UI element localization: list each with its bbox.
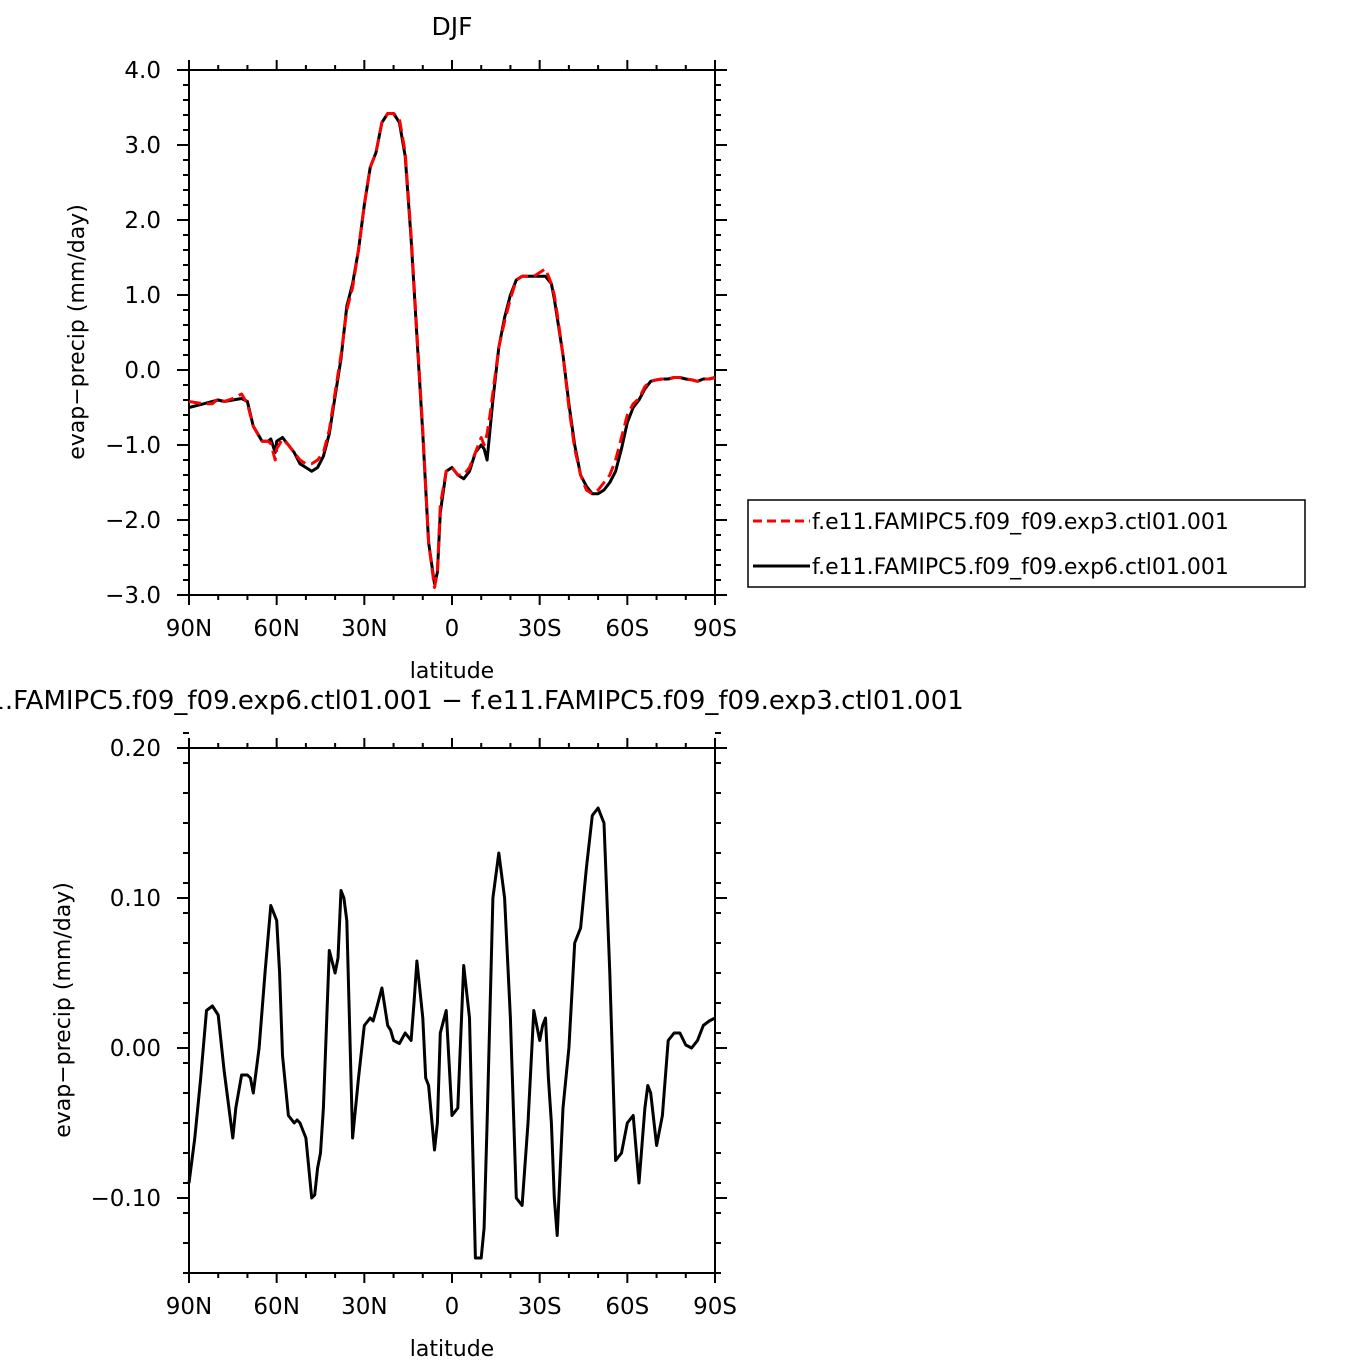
y-tick-label: 3.0 bbox=[124, 133, 161, 159]
x-tick-label: 0 bbox=[445, 1294, 460, 1320]
x-tick-label: 30N bbox=[341, 1294, 387, 1320]
bottom-ticks bbox=[177, 732, 727, 1283]
bottom-chart-title: f.e11.FAMIPC5.f09_f09.exp6.ctl01.001 − f… bbox=[0, 686, 964, 716]
y-tick-label: −3.0 bbox=[105, 583, 161, 609]
panel-bottom: f.e11.FAMIPC5.f09_f09.exp6.ctl01.001 − f… bbox=[0, 686, 964, 1362]
legend-box bbox=[747, 499, 1306, 588]
bottom-y-axis-label: evap−precip (mm/day) bbox=[51, 882, 76, 1138]
x-tick-label: 60N bbox=[253, 616, 299, 642]
y-tick-label: 2.0 bbox=[124, 208, 161, 234]
y-tick-label: 0.0 bbox=[124, 358, 161, 384]
x-tick-label: 60N bbox=[253, 1294, 299, 1320]
series-line-top-0 bbox=[188, 112, 716, 586]
x-tick-label: 90S bbox=[693, 616, 737, 642]
y-tick-label: 1.0 bbox=[124, 283, 161, 309]
x-tick-label: 60S bbox=[605, 616, 649, 642]
x-tick-label: 60S bbox=[605, 1294, 649, 1320]
bottom-plot-area: 90N 60N 30N 0 30S 60S 90S −0.10 0.00 0.10 0.20 bbox=[91, 732, 737, 1320]
top-tick-labels: 90N 60N 30N 0 30S 60S 90S −3.0 −2.0 −1.0 0.0 1.0 2.0… bbox=[105, 58, 737, 642]
bottom-x-axis-label: latitude bbox=[410, 1337, 494, 1362]
x-tick-label: 90N bbox=[166, 1294, 212, 1320]
top-ticks bbox=[177, 60, 727, 605]
x-tick-label: 30S bbox=[518, 616, 562, 642]
y-tick-label: 0.20 bbox=[110, 736, 161, 762]
y-tick-label: −1.0 bbox=[105, 433, 161, 459]
x-tick-label: 30N bbox=[341, 616, 387, 642]
series-line-top-1 bbox=[188, 112, 716, 589]
top-chart-title: DJF bbox=[431, 12, 472, 41]
x-tick-label: 0 bbox=[445, 616, 460, 642]
y-tick-label: 0.00 bbox=[110, 1036, 161, 1062]
y-tick-label: 0.10 bbox=[110, 886, 161, 912]
x-tick-label: 90N bbox=[166, 616, 212, 642]
y-tick-label: −2.0 bbox=[105, 508, 161, 534]
legend-label-exp3: f.e11.FAMIPC5.f09_f09.exp3.ctl01.001 bbox=[812, 510, 1229, 535]
panel-top: DJF 90N 60N 30N 0 30S 60S 90S −3.0 −2.0 −1.0 0.0 1.… bbox=[65, 12, 737, 684]
y-tick-label: 4.0 bbox=[124, 58, 161, 84]
top-plot-frame bbox=[188, 69, 716, 596]
top-y-axis-label: evap−precip (mm/day) bbox=[65, 204, 90, 460]
x-tick-label: 30S bbox=[518, 1294, 562, 1320]
top-x-axis-label: latitude bbox=[410, 659, 494, 684]
top-plot-area: 90N 60N 30N 0 30S 60S 90S −3.0 −2.0 −1.0 0.0 1.0 2.0… bbox=[105, 58, 737, 642]
bottom-plot-frame bbox=[188, 747, 716, 1274]
x-tick-label: 90S bbox=[693, 1294, 737, 1320]
bottom-tick-labels: 90N 60N 30N 0 30S 60S 90S −0.10 0.00 0.10 0.20 bbox=[91, 736, 737, 1320]
legend-label-exp6: f.e11.FAMIPC5.f09_f09.exp6.ctl01.001 bbox=[812, 555, 1229, 580]
legend: f.e11.FAMIPC5.f09_f09.exp3.ctl01.001 f.e… bbox=[747, 499, 1306, 588]
top-series bbox=[188, 112, 716, 589]
series-line-bot-0 bbox=[187, 806, 716, 1260]
bottom-series bbox=[187, 806, 716, 1260]
y-tick-label: −0.10 bbox=[91, 1186, 161, 1212]
